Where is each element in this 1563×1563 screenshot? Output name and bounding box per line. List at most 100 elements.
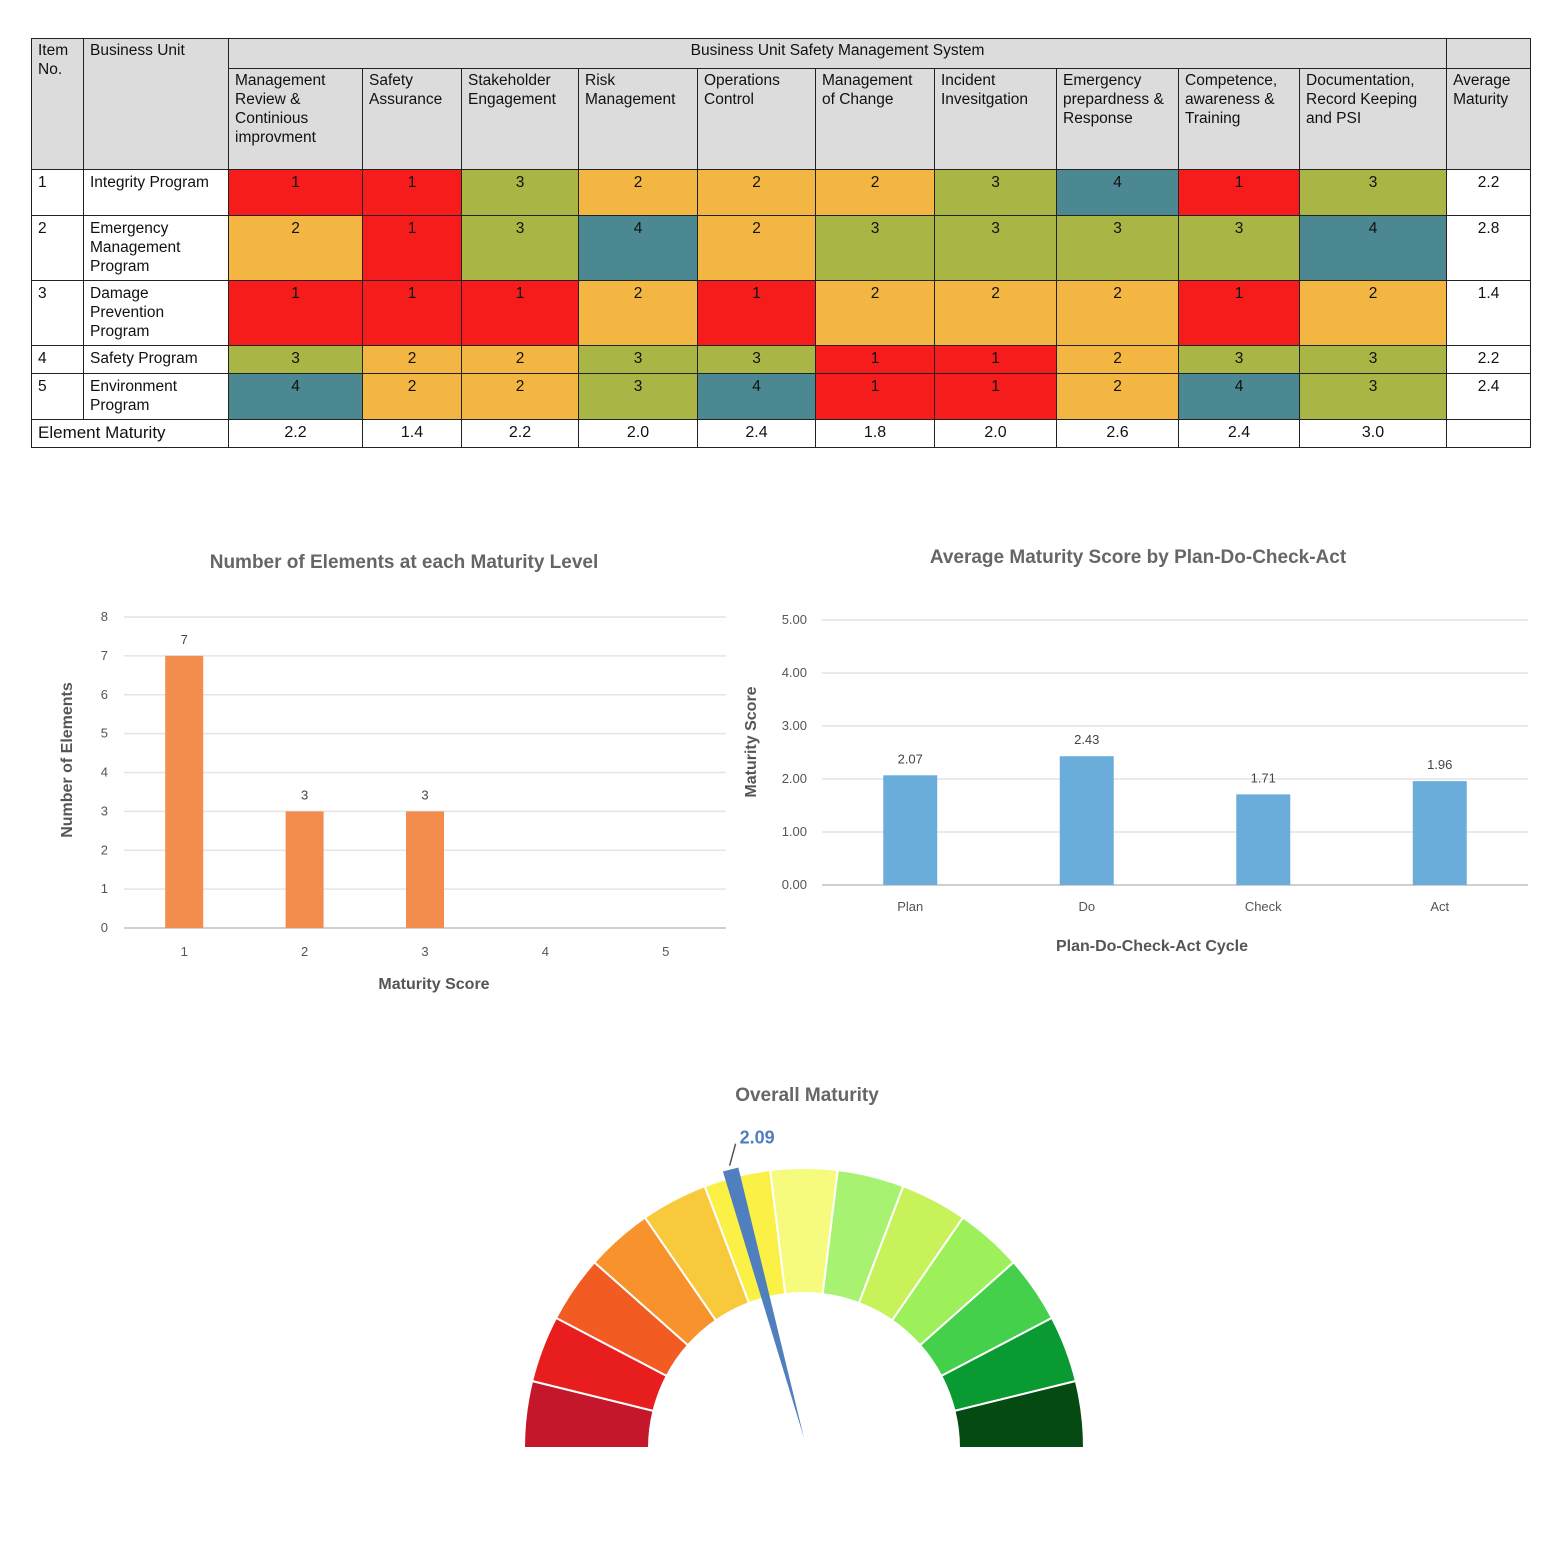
header-element: Stakeholder Engagement: [461, 68, 579, 170]
cell-score: 2: [461, 345, 579, 374]
y-tick-label: 1.00: [782, 824, 807, 839]
cell-score: 3: [1178, 345, 1300, 374]
x-tick-label: 2: [301, 944, 308, 959]
y-tick-label: 0: [101, 920, 108, 935]
y-axis-title: Number of Elements: [59, 682, 76, 838]
cell-score: 2: [1056, 280, 1179, 346]
chart-title: Average Maturity Score by Plan-Do-Check-…: [930, 547, 1347, 568]
cell-business-unit: Emergency Management Program: [83, 215, 229, 281]
footer-value: 2.4: [697, 419, 816, 448]
cell-score: 2: [461, 373, 579, 420]
maturity-table: Item No. Business Unit Business Unit Saf…: [31, 38, 1532, 448]
cell-item-no: 3: [31, 280, 84, 346]
footer-value: 2.2: [228, 419, 363, 448]
y-tick-label: 2.00: [782, 771, 807, 786]
cell-score: 3: [934, 215, 1057, 281]
footer-value: 3.0: [1298, 419, 1448, 448]
x-tick-label: Check: [1245, 899, 1282, 914]
x-axis-title: Maturity Score: [378, 976, 489, 993]
y-tick-label: 4: [101, 765, 108, 780]
y-tick-label: 5: [101, 726, 108, 741]
bar: [1059, 756, 1114, 885]
footer-value: 2.0: [934, 419, 1057, 448]
chart-pdca: Average Maturity Score by Plan-Do-Check-…: [743, 547, 1528, 955]
footer-blank: [1446, 419, 1532, 448]
footer-value: 2.6: [1056, 419, 1179, 448]
cell-business-unit: Environment Program: [83, 373, 229, 420]
cell-score: 2: [815, 169, 935, 216]
table-row: 5 Environment Program 4 2 2 3 4 1 1 2 4 3 2.4: [31, 373, 1532, 420]
bar-value-label: 7: [181, 632, 188, 647]
cell-score: 3: [1298, 373, 1448, 420]
cell-score: 1: [697, 280, 816, 346]
cell-score: 1: [362, 215, 462, 281]
gauge-segment: [953, 1379, 1086, 1449]
header-element: Competence, awareness & Training: [1178, 68, 1300, 170]
gauge-title: Overall Maturity: [735, 1085, 879, 1106]
cell-score: 3: [697, 345, 816, 374]
x-tick-label: 1: [181, 944, 188, 959]
header-element: Management Review & Continious improvmen…: [228, 68, 363, 170]
cell-score: 3: [461, 215, 579, 281]
cell-average: 2.2: [1446, 345, 1532, 374]
cell-score: 2: [1056, 373, 1179, 420]
cell-average: 2.2: [1446, 169, 1532, 216]
cell-score: 4: [228, 373, 363, 420]
header-average: Average Maturity: [1446, 68, 1532, 170]
cell-average: 1.4: [1446, 280, 1532, 346]
header-element: Management of Change: [815, 68, 935, 170]
cell-score: 2: [362, 345, 462, 374]
cell-business-unit: Damage Prevention Program: [83, 280, 229, 346]
y-tick-label: 4.00: [782, 665, 807, 680]
bar: [1236, 794, 1291, 885]
gauge-value-leader: [728, 1143, 737, 1166]
chart-title: Number of Elements at each Maturity Leve…: [210, 552, 599, 573]
bar: [1412, 781, 1467, 885]
x-tick-label: Do: [1078, 899, 1095, 914]
y-tick-label: 7: [101, 648, 108, 663]
y-tick-label: 1: [101, 881, 108, 896]
cell-average: 2.4: [1446, 373, 1532, 420]
cell-business-unit: Integrity Program: [83, 169, 229, 216]
footer-value: 2.4: [1178, 419, 1300, 448]
cell-score: 2: [697, 215, 816, 281]
cell-score: 1: [1178, 169, 1300, 216]
y-tick-label: 5.00: [782, 612, 807, 627]
x-tick-label: 5: [662, 944, 669, 959]
header-element: Documentation, Record Keeping and PSI: [1298, 68, 1448, 170]
bar-value-label: 1.71: [1251, 770, 1276, 785]
cell-score: 3: [461, 169, 579, 216]
table-body: 1 Integrity Program 1 1 3 2 2 2 3 4 1 3 2.2 2 Emergenc…: [31, 169, 1532, 420]
cell-item-no: 2: [31, 215, 84, 281]
gauge-overall-maturity: Overall Maturity 2.09: [522, 1085, 1086, 1449]
cell-score: 3: [1298, 345, 1448, 374]
cell-score: 3: [578, 373, 698, 420]
table-row: 1 Integrity Program 1 1 3 2 2 2 3 4 1 3 2.2: [31, 169, 1532, 216]
chart-elements-per-level: Number of Elements at each Maturity Leve…: [59, 552, 726, 993]
table-row: 2 Emergency Management Program 2 1 3 4 2 3 3 3 3 4 2…: [31, 215, 1532, 281]
cell-score: 2: [1298, 280, 1448, 346]
header-blank: [1446, 38, 1532, 69]
bar-value-label: 2.07: [898, 751, 923, 766]
x-tick-label: Act: [1430, 899, 1449, 914]
cell-score: 1: [815, 345, 935, 374]
bar: [285, 811, 324, 928]
cell-score: 1: [934, 373, 1057, 420]
cell-score: 3: [1298, 169, 1448, 216]
cell-score: 2: [1056, 345, 1179, 374]
cell-score: 4: [1298, 215, 1448, 281]
x-axis-title: Plan-Do-Check-Act Cycle: [1056, 938, 1248, 955]
cell-score: 2: [578, 169, 698, 216]
y-tick-label: 8: [101, 609, 108, 624]
footer-value: 1.8: [815, 419, 935, 448]
cell-score: 1: [362, 169, 462, 216]
cell-item-no: 5: [31, 373, 84, 420]
footer-row: Element Maturity 2.2 1.4 2.2 2.0 2.4 1.8 2.0 2.…: [31, 419, 1532, 448]
cell-score: 4: [1056, 169, 1179, 216]
y-tick-label: 3: [101, 803, 108, 818]
header-element: Emergency prepardness & Response: [1056, 68, 1179, 170]
table-row: 3 Damage Prevention Program 1 1 1 2 1 2 2 2 1 2 1.4: [31, 280, 1532, 346]
cell-score: 2: [815, 280, 935, 346]
header-item-no: Item No.: [31, 38, 84, 170]
gauge-value-label: 2.09: [740, 1128, 775, 1148]
